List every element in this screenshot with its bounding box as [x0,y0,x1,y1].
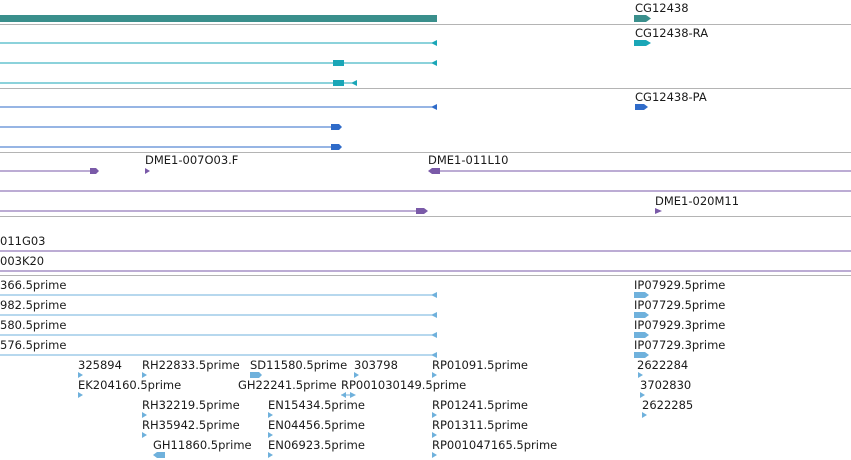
bac-clone-track: 011G03 003K20 [0,234,851,272]
est-track: 366.5prime 982.5prime 580.5prime 576.5pr… [0,278,725,458]
est-label: 982.5prime [0,298,66,312]
est-label: RP001030149.5prime [341,378,466,392]
gene-arrow-icon[interactable] [634,15,651,22]
bac-arrow-icon[interactable] [145,168,150,174]
est-arrow-icon[interactable] [250,372,262,378]
est-label: IP07729.5prime [634,298,725,312]
est-arrow-icon[interactable] [142,412,147,418]
est-label: EN15434.5prime [268,398,365,412]
transcript-end-arrow-icon [331,144,342,150]
est-arrow-icon[interactable] [634,312,649,318]
bac-arrow-icon[interactable] [428,168,440,174]
est-label: 2622285 [642,398,693,412]
bac-arrow-icon[interactable] [90,168,99,174]
est-label: SD11580.5prime [250,358,347,372]
transcript-end-arrow-icon [431,104,437,110]
est-arrow-icon[interactable] [268,412,273,418]
bac-arrow-icon[interactable] [655,208,662,214]
est-arrow-icon[interactable] [432,412,437,418]
est-label: RP01091.5prime [432,358,528,372]
bac-arrow-icon[interactable] [416,208,428,214]
est-arrow-icon [431,352,437,358]
bac-label: DME1-020M11 [655,194,739,208]
est-arrow-icon[interactable] [634,292,649,298]
transcript-end-arrow-icon [431,40,437,46]
est-label: 303798 [354,358,398,372]
est-label: 3702830 [640,378,691,392]
est-label: RP001047165.5prime [432,438,557,452]
est-arrow-icon[interactable] [432,372,437,378]
transcript-exon[interactable] [333,80,344,86]
est-arrow-icon[interactable] [354,372,359,378]
est-arrow-icon[interactable] [142,372,147,378]
est-arrow-icon[interactable] [350,392,356,398]
est-arrow-icon[interactable] [341,392,346,398]
est-label: IP07929.5prime [634,278,725,292]
est-arrow-icon[interactable] [432,452,437,458]
bac-clone-label: 003K20 [0,254,44,268]
bac-label: DME1-011L10 [428,153,509,167]
est-label: EN06923.5prime [268,438,365,452]
bac-label: DME1-007O03.F [145,153,238,167]
est-arrow-icon [431,292,437,298]
transcript-ra-label: CG12438-RA [635,26,708,40]
transcript-ra-track: CG12438-RA [0,26,708,86]
est-label: EN04456.5prime [268,418,365,432]
est-label: 576.5prime [0,338,66,352]
gene-label: CG12438 [635,1,689,15]
est-arrow-icon[interactable] [638,372,643,378]
est-label: EK204160.5prime [78,378,181,392]
est-arrow-icon[interactable] [268,452,273,458]
est-arrow-icon[interactable] [642,412,647,418]
est-label: IP07929.3prime [634,318,725,332]
est-arrow-icon[interactable] [78,392,83,398]
bac-track: DME1-007O03.F DME1-011L10 DME1-020M11 [0,153,851,214]
gene-feature-bar[interactable] [0,15,437,22]
est-label: RH35942.5prime [142,418,240,432]
transcript-end-arrow-icon [351,80,357,86]
est-arrow-icon[interactable] [268,432,273,438]
est-label: GH11860.5prime [153,438,252,452]
bac-clone-label: 011G03 [0,234,46,248]
transcript-end-arrow-icon [331,124,342,130]
transcript-pa-track: CG12438-PA [0,90,707,150]
est-arrow-icon [431,332,437,338]
est-arrow-icon[interactable] [153,452,165,458]
est-label: 2622284 [637,358,688,372]
gene-track: CG12438 [0,1,689,22]
est-label: RP01311.5prime [432,418,528,432]
est-arrow-icon[interactable] [634,332,649,338]
est-label: 325894 [78,358,122,372]
est-arrow-icon[interactable] [142,432,147,438]
est-arrow-icon[interactable] [634,352,649,358]
est-arrow-icon[interactable] [78,372,83,378]
transcript-pa-label: CG12438-PA [635,90,707,104]
est-label: RH22833.5prime [142,358,240,372]
transcript-exon[interactable] [333,60,344,66]
est-label: IP07729.3prime [634,338,725,352]
transcript-pa-arrow-icon[interactable] [635,104,648,110]
transcript-end-arrow-icon [431,60,437,66]
est-label: 366.5prime [0,278,66,292]
est-arrow-icon[interactable] [432,432,437,438]
est-arrow-icon [431,312,437,318]
transcript-ra-arrow-icon[interactable] [634,40,651,46]
est-label: RP01241.5prime [432,398,528,412]
est-label: 580.5prime [0,318,66,332]
est-label: GH22241.5prime [238,378,337,392]
est-arrow-icon[interactable] [640,392,645,398]
est-label: RH32219.5prime [142,398,240,412]
